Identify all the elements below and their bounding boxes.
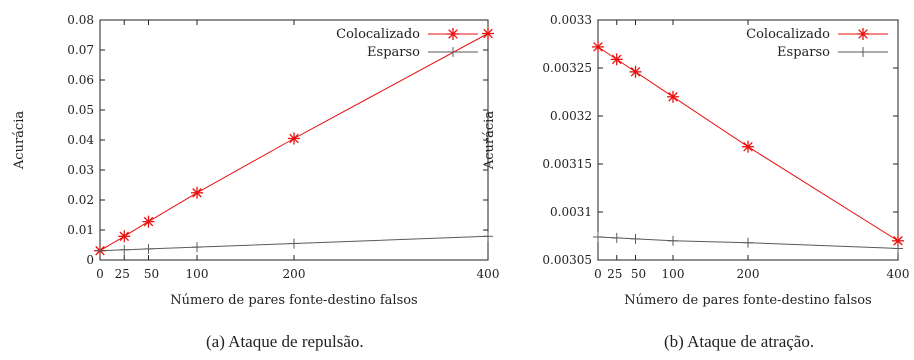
data-point [482, 27, 494, 40]
data-point [191, 186, 203, 199]
data-point [95, 245, 105, 256]
y-tick-label: 0.00305 [542, 253, 592, 267]
data-point [192, 242, 202, 253]
x-tick-label: 100 [186, 267, 209, 281]
series-line-colocalizado [597, 46, 899, 242]
y-tick-label: 0.08 [67, 13, 94, 27]
y-tick-label: 0.05 [67, 103, 94, 117]
data-point [119, 244, 130, 255]
figure-caption: (a) Ataque de repulsão. [206, 332, 364, 351]
data-point [611, 232, 622, 243]
y-tick-label: 0.03 [67, 163, 94, 177]
data-point [742, 140, 754, 153]
x-tick-label: 0 [594, 267, 602, 281]
data-point [893, 243, 903, 254]
data-point [289, 238, 299, 249]
y-tick-label: 0.00315 [542, 157, 592, 171]
x-tick-label: 25 [607, 267, 622, 281]
data-point [592, 40, 604, 53]
data-point [668, 235, 678, 246]
plot-frame [597, 19, 899, 261]
data-point [483, 231, 493, 242]
x-tick-label: 100 [662, 267, 685, 281]
data-point [610, 53, 623, 66]
x-tick-label: 50 [144, 267, 159, 281]
y-tick-label: 0.06 [67, 73, 94, 87]
y-tick-label: 0.00325 [542, 61, 592, 75]
x-axis-label: Número de pares fonte-destino falsos [624, 293, 871, 308]
x-tick-label: 0 [96, 267, 104, 281]
x-tick-label: 400 [477, 267, 500, 281]
series-line-colocalizado [99, 33, 489, 252]
legend-marker [858, 47, 868, 57]
data-point [630, 233, 641, 244]
legend-label: Esparso [777, 45, 830, 60]
legend-entry: Esparso [367, 45, 478, 60]
y-tick-label: 0.01 [67, 223, 94, 237]
data-point [288, 132, 300, 145]
x-tick-label: 200 [283, 267, 306, 281]
data-point [143, 243, 154, 254]
y-tick-label: 0 [86, 253, 94, 267]
legend-label: Colocalizado [336, 27, 420, 42]
data-point [667, 90, 679, 103]
legend-entry: Colocalizado [746, 27, 888, 42]
y-tick-label: 0.0032 [550, 109, 592, 123]
x-tick-label: 400 [887, 267, 910, 281]
legend-marker [857, 28, 869, 40]
y-tick-label: 0.04 [67, 133, 94, 147]
legend-entry: Colocalizado [336, 27, 478, 42]
y-tick-label: 0.07 [67, 43, 94, 57]
x-tick-label: 25 [115, 267, 130, 281]
data-point [118, 230, 131, 243]
data-point [593, 231, 603, 242]
legend-label: Esparso [367, 45, 420, 60]
y-tick-label: 0.02 [67, 193, 94, 207]
data-point [142, 215, 155, 228]
x-tick-label: 50 [631, 267, 646, 281]
legend-marker [448, 47, 458, 57]
chart-panel-a: 0 0.01 0.02 0.03 0.04 0.05 0.06 0.07 0.08 0 25 50 10… [12, 13, 499, 308]
x-axis-label: Número de pares fonte-destino falsos [170, 293, 417, 308]
y-tick-label: 0.0033 [550, 13, 592, 27]
y-tick-label: 0.0031 [550, 205, 592, 219]
y-axis-label: Acurácia [12, 111, 27, 170]
legend-marker [447, 28, 459, 40]
legend-entry: Esparso [777, 45, 888, 60]
figure-caption: (b) Ataque de atração. [664, 332, 814, 351]
data-point [629, 65, 642, 78]
y-axis-label: Acurácia [482, 111, 497, 170]
x-tick-label: 200 [737, 267, 760, 281]
legend-label: Colocalizado [746, 27, 830, 42]
chart-panel-b: 0.00305 0.0031 0.00315 0.0032 0.00325 0.0033 0… [482, 13, 909, 308]
data-point [743, 237, 753, 248]
